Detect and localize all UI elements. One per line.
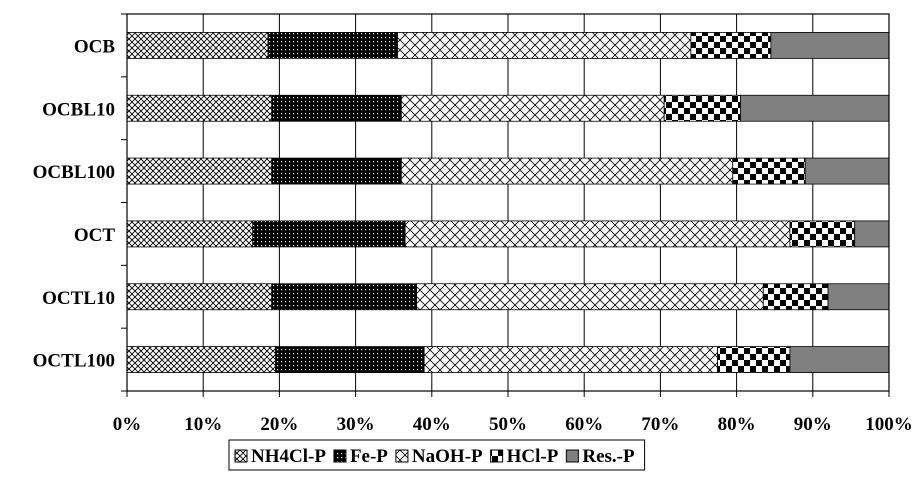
x-tick-label: 70% (641, 414, 679, 435)
legend-label: NH4Cl-P (251, 446, 326, 467)
legend-label: NaOH-P (412, 446, 483, 467)
bar-segment-hcl-p-ocbl10 (663, 94, 741, 122)
legend-swatch-res-p (565, 449, 579, 463)
legend-label: HCl-P (507, 446, 559, 467)
bar-segment-naoh-p-octl100 (423, 346, 718, 373)
x-tick-label: 60% (565, 414, 603, 435)
legend-swatch-nh4cl-p (234, 449, 248, 463)
x-tick-label: 80% (718, 414, 756, 435)
x-tick-label: 0% (113, 414, 142, 435)
bar-segment-hcl-p-octl10 (762, 283, 829, 311)
bar-segment-nh4cl-p-ocb (126, 32, 269, 59)
category-label: OCB (74, 36, 116, 57)
bar-segment-hcl-p-ocb (690, 32, 772, 59)
bar-segment-hcl-p-oct (789, 220, 856, 248)
x-tick-label: 100% (865, 414, 913, 435)
bar-segment-naoh-p-ocbl10 (400, 94, 665, 122)
x-tick-label: 50% (489, 414, 527, 435)
bar-segment-res-p-ocb (770, 32, 890, 59)
bar-segment-fe-p-ocbl10 (271, 94, 402, 122)
legend-frame (228, 439, 646, 471)
x-tick-label: 10% (184, 414, 222, 435)
bar-segment-res-p-ocbl10 (740, 94, 890, 122)
category-label: OCTL10 (42, 288, 115, 309)
category-label: OCBL10 (42, 99, 115, 120)
bar-segment-fe-p-octl10 (271, 283, 417, 311)
bar-segment-naoh-p-ocb (397, 32, 692, 59)
legend-label: Res.-P (582, 446, 635, 467)
category-label: OCT (74, 225, 116, 246)
bar-segment-nh4cl-p-ocbl100 (126, 157, 273, 185)
bar-segment-nh4cl-p-octl100 (126, 346, 276, 373)
x-tick-label: 90% (794, 414, 832, 435)
bar-segment-naoh-p-oct (404, 220, 791, 248)
x-tick-label: 30% (337, 414, 375, 435)
bar-segment-fe-p-octl100 (275, 346, 425, 373)
plot-area: OCB OCBL10 OCBL100 OCT OCTL10 OCTL100 0% 10% 20%… (33, 13, 913, 435)
bar-segment-fe-p-ocb (267, 32, 398, 59)
bar-segment-res-p-ocbl100 (804, 157, 890, 185)
category-label: OCBL100 (33, 162, 115, 183)
bar-segment-hcl-p-octl100 (717, 346, 791, 373)
bar-segment-nh4cl-p-octl10 (126, 283, 273, 311)
bar-segment-naoh-p-ocbl100 (400, 157, 734, 185)
x-tick-label: 20% (260, 414, 298, 435)
legend-swatch-hcl-p (490, 449, 504, 463)
legend-label: Fe-P (350, 446, 388, 467)
bar-segment-res-p-octl10 (827, 283, 890, 311)
bar-segment-nh4cl-p-ocbl10 (126, 94, 273, 122)
bar-segment-fe-p-ocbl100 (271, 157, 402, 185)
category-label: OCTL100 (33, 351, 115, 372)
legend: NH4Cl-P Fe-P NaOH-P HCl-P Res.-P (228, 439, 646, 471)
legend-swatch-naoh-p (395, 449, 409, 463)
bar-segment-hcl-p-ocbl100 (732, 157, 806, 185)
bar-segment-fe-p-oct (252, 220, 406, 248)
bar-segment-nh4cl-p-oct (126, 220, 254, 248)
bar-segment-res-p-octl100 (789, 346, 890, 373)
bar-segment-naoh-p-octl10 (416, 283, 764, 311)
legend-swatch-fe-p (333, 449, 347, 463)
bar-segment-res-p-oct (854, 220, 890, 248)
x-tick-label: 40% (413, 414, 451, 435)
